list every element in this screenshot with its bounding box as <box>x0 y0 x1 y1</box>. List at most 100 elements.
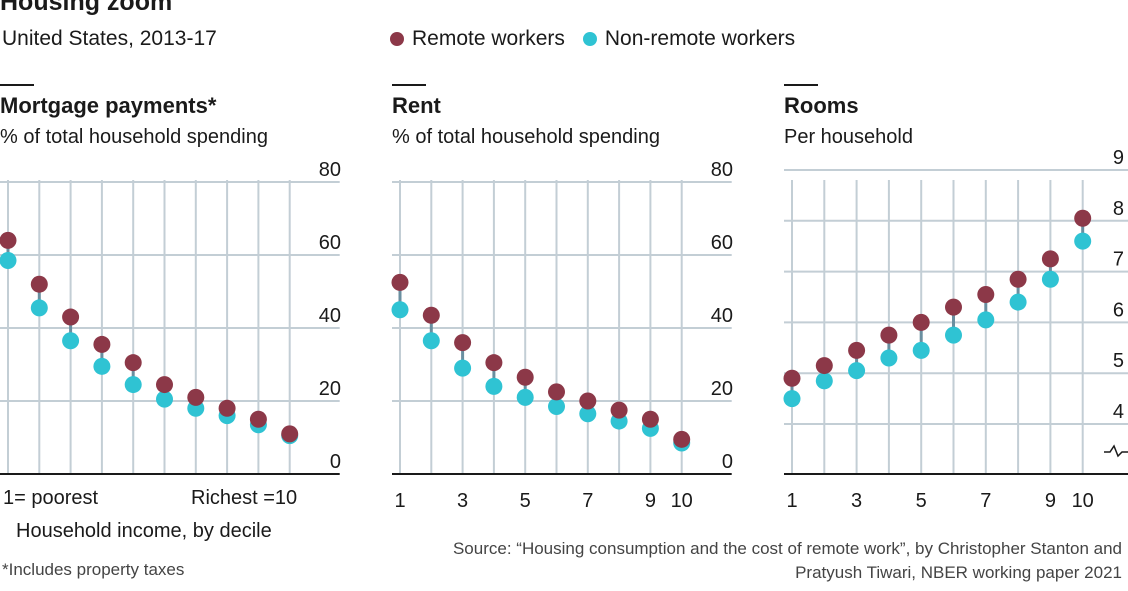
point-remote-rooms-10 <box>1074 209 1092 227</box>
legend-label-nonremote: Non-remote workers <box>604 27 796 50</box>
legend-swatch-nonremote <box>582 32 597 46</box>
footnote: *Includes property taxes <box>2 560 185 579</box>
legend: Remote workers Non-remote workers <box>390 27 813 51</box>
axis-break-icon <box>1104 444 1128 458</box>
point-nonremote-rent-1 <box>391 301 409 319</box>
point-nonremote-mortgage-10 <box>281 427 299 445</box>
point-remote-rooms-1 <box>783 369 801 387</box>
point-remote-rooms-4 <box>880 326 898 344</box>
point-nonremote-rooms-2 <box>815 372 833 390</box>
x-tick-label-rooms: 5 <box>916 490 927 512</box>
point-nonremote-mortgage-8 <box>218 407 236 425</box>
point-remote-mortgage-10 <box>281 425 299 443</box>
point-nonremote-rooms-9 <box>1041 270 1059 288</box>
point-nonremote-rent-6 <box>548 397 565 415</box>
point-remote-mortgage-7 <box>187 388 205 406</box>
y-tick-label-rent: 20 <box>711 378 733 400</box>
point-nonremote-rent-7 <box>579 405 597 423</box>
x-note-poorest: 1= poorest <box>3 487 99 509</box>
y-tick-label-rooms: 9 <box>1113 147 1124 169</box>
point-nonremote-rooms-3 <box>848 362 866 380</box>
y-tick-label-rooms: 7 <box>1113 249 1124 271</box>
x-tick-label-rent: 10 <box>671 490 693 512</box>
y-tick-label-rooms: 8 <box>1113 198 1124 220</box>
point-nonremote-rent-8 <box>610 412 628 430</box>
point-nonremote-mortgage-5 <box>124 376 142 394</box>
y-tick-label-mortgage: 20 <box>319 378 341 400</box>
point-remote-mortgage-2 <box>30 275 48 293</box>
panel-desc-rent: % of total household spending <box>392 126 660 148</box>
x-tick-label-rooms: 7 <box>980 490 991 512</box>
point-remote-rent-1 <box>391 273 409 291</box>
point-remote-rent-7 <box>579 392 597 410</box>
point-nonremote-mortgage-3 <box>62 332 80 350</box>
y-tick-label-rent: 0 <box>722 451 733 473</box>
panel-desc-rooms: Per household <box>784 126 913 148</box>
point-remote-rooms-2 <box>815 357 833 375</box>
x-note-richest: Richest =10 <box>191 487 298 509</box>
y-tick-label-mortgage: 60 <box>319 232 341 254</box>
point-remote-mortgage-6 <box>156 376 173 394</box>
point-remote-rent-3 <box>454 334 472 352</box>
y-tick-label-mortgage: 80 <box>319 159 341 181</box>
legend-item-remote: Remote workers <box>390 27 565 51</box>
y-tick-label-mortgage: 0 <box>330 451 341 473</box>
point-remote-mortgage-1 <box>0 231 17 249</box>
point-remote-mortgage-3 <box>62 308 80 326</box>
x-tick-label-rent: 9 <box>645 490 656 512</box>
point-remote-rent-10 <box>673 430 691 448</box>
x-tick-label-rooms: 9 <box>1045 490 1056 512</box>
panel-desc-mortgage: % of total household spending <box>0 126 268 148</box>
legend-swatch-remote <box>390 32 404 46</box>
point-remote-rent-4 <box>485 354 503 372</box>
x-tick-label-rent: 7 <box>582 490 593 512</box>
point-nonremote-rent-10 <box>673 434 691 452</box>
panel-title-rooms: Rooms <box>784 93 859 118</box>
point-remote-rooms-8 <box>1009 270 1027 288</box>
point-nonremote-rooms-4 <box>880 349 898 367</box>
panel-title-mortgage: Mortgage payments* <box>0 93 217 118</box>
x-tick-label-rooms: 10 <box>1072 490 1094 512</box>
point-nonremote-rooms-7 <box>977 311 995 329</box>
y-tick-label-mortgage: 40 <box>319 305 341 327</box>
point-nonremote-rent-5 <box>516 388 534 406</box>
panel-bar-rooms <box>784 84 818 86</box>
point-nonremote-mortgage-9 <box>249 416 267 434</box>
point-remote-rooms-7 <box>977 285 995 303</box>
x-axis-caption: Household income, by decile <box>16 520 272 542</box>
y-tick-label-rent: 80 <box>711 159 733 181</box>
y-tick-label-rooms: 4 <box>1113 401 1124 423</box>
point-remote-rooms-9 <box>1041 250 1059 268</box>
point-remote-mortgage-9 <box>249 410 267 428</box>
panel-title-rent: Rent <box>392 93 441 118</box>
y-tick-label-rooms: 6 <box>1113 299 1124 321</box>
point-nonremote-rent-9 <box>641 419 659 437</box>
point-remote-mortgage-8 <box>218 399 236 417</box>
x-tick-label-rent: 5 <box>520 490 531 512</box>
point-remote-rooms-3 <box>848 341 866 359</box>
point-remote-mortgage-5 <box>124 354 142 372</box>
legend-item-nonremote: Non-remote workers <box>582 27 796 51</box>
y-tick-label-rent: 60 <box>711 232 733 254</box>
y-tick-label-rent: 40 <box>711 305 733 327</box>
point-nonremote-rent-4 <box>485 377 503 395</box>
x-tick-label-rent: 3 <box>457 490 468 512</box>
point-nonremote-rooms-8 <box>1009 293 1027 311</box>
x-tick-label-rooms: 1 <box>786 490 797 512</box>
panel-bar-rent <box>392 84 426 86</box>
x-tick-label-rooms: 3 <box>851 490 862 512</box>
point-nonremote-rooms-10 <box>1074 232 1092 250</box>
chart-subtitle: United States, 2013-17 <box>2 27 217 50</box>
point-nonremote-rooms-6 <box>945 326 962 344</box>
point-nonremote-mortgage-4 <box>93 357 111 375</box>
y-tick-label-rooms: 5 <box>1113 350 1124 372</box>
x-tick-label-rent: 1 <box>394 490 405 512</box>
point-nonremote-mortgage-2 <box>30 299 48 317</box>
point-nonremote-rent-3 <box>454 359 472 377</box>
point-nonremote-rent-2 <box>422 332 440 350</box>
point-remote-rent-2 <box>422 306 440 324</box>
point-nonremote-mortgage-1 <box>0 251 17 269</box>
point-remote-mortgage-4 <box>93 335 111 353</box>
point-nonremote-rooms-1 <box>783 390 801 408</box>
